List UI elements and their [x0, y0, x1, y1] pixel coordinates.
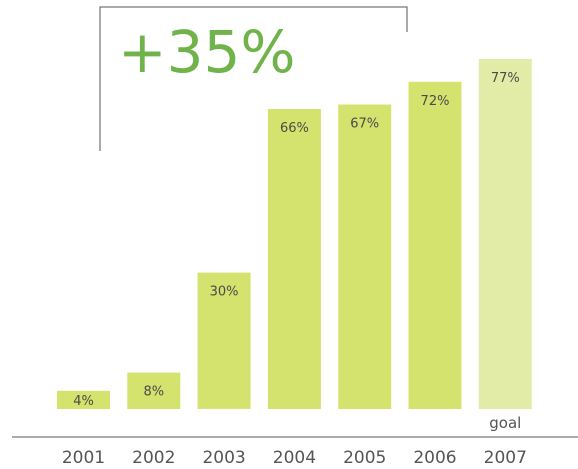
data-label-2002: 8% [143, 385, 164, 400]
callout-bracket [99, 6, 408, 151]
bar-2007 [478, 59, 532, 409]
data-label-2001: 4% [73, 394, 94, 409]
x-tick-2006: 2006 [413, 448, 456, 468]
goal-label: goal [489, 414, 521, 432]
callout-label: +35% [118, 18, 296, 86]
x-tick-2001: 2001 [62, 448, 105, 468]
bar-2004 [267, 109, 321, 409]
data-label-2007: 77% [491, 71, 520, 86]
bar-2002 [127, 372, 181, 409]
data-label-2004: 66% [280, 121, 309, 136]
bar-2006 [408, 81, 462, 410]
bar-2001 [57, 390, 110, 409]
x-tick-2007: 2007 [484, 448, 527, 468]
bar-2005 [338, 104, 392, 409]
data-label-2005: 67% [350, 117, 379, 132]
bars-layer [57, 59, 532, 410]
data-label-2003: 30% [210, 285, 239, 300]
x-tick-labels: 2001 2002 2003 2004 2005 2006 2007 [62, 448, 527, 468]
data-labels-layer: 4% 8% 30% 66% 67% 72% 77% goal [73, 71, 521, 432]
data-label-2006: 72% [421, 94, 450, 109]
x-tick-2003: 2003 [202, 448, 245, 468]
x-tick-2002: 2002 [132, 448, 175, 468]
bar-2003 [197, 272, 251, 409]
x-tick-2005: 2005 [343, 448, 386, 468]
x-tick-2004: 2004 [273, 448, 316, 468]
